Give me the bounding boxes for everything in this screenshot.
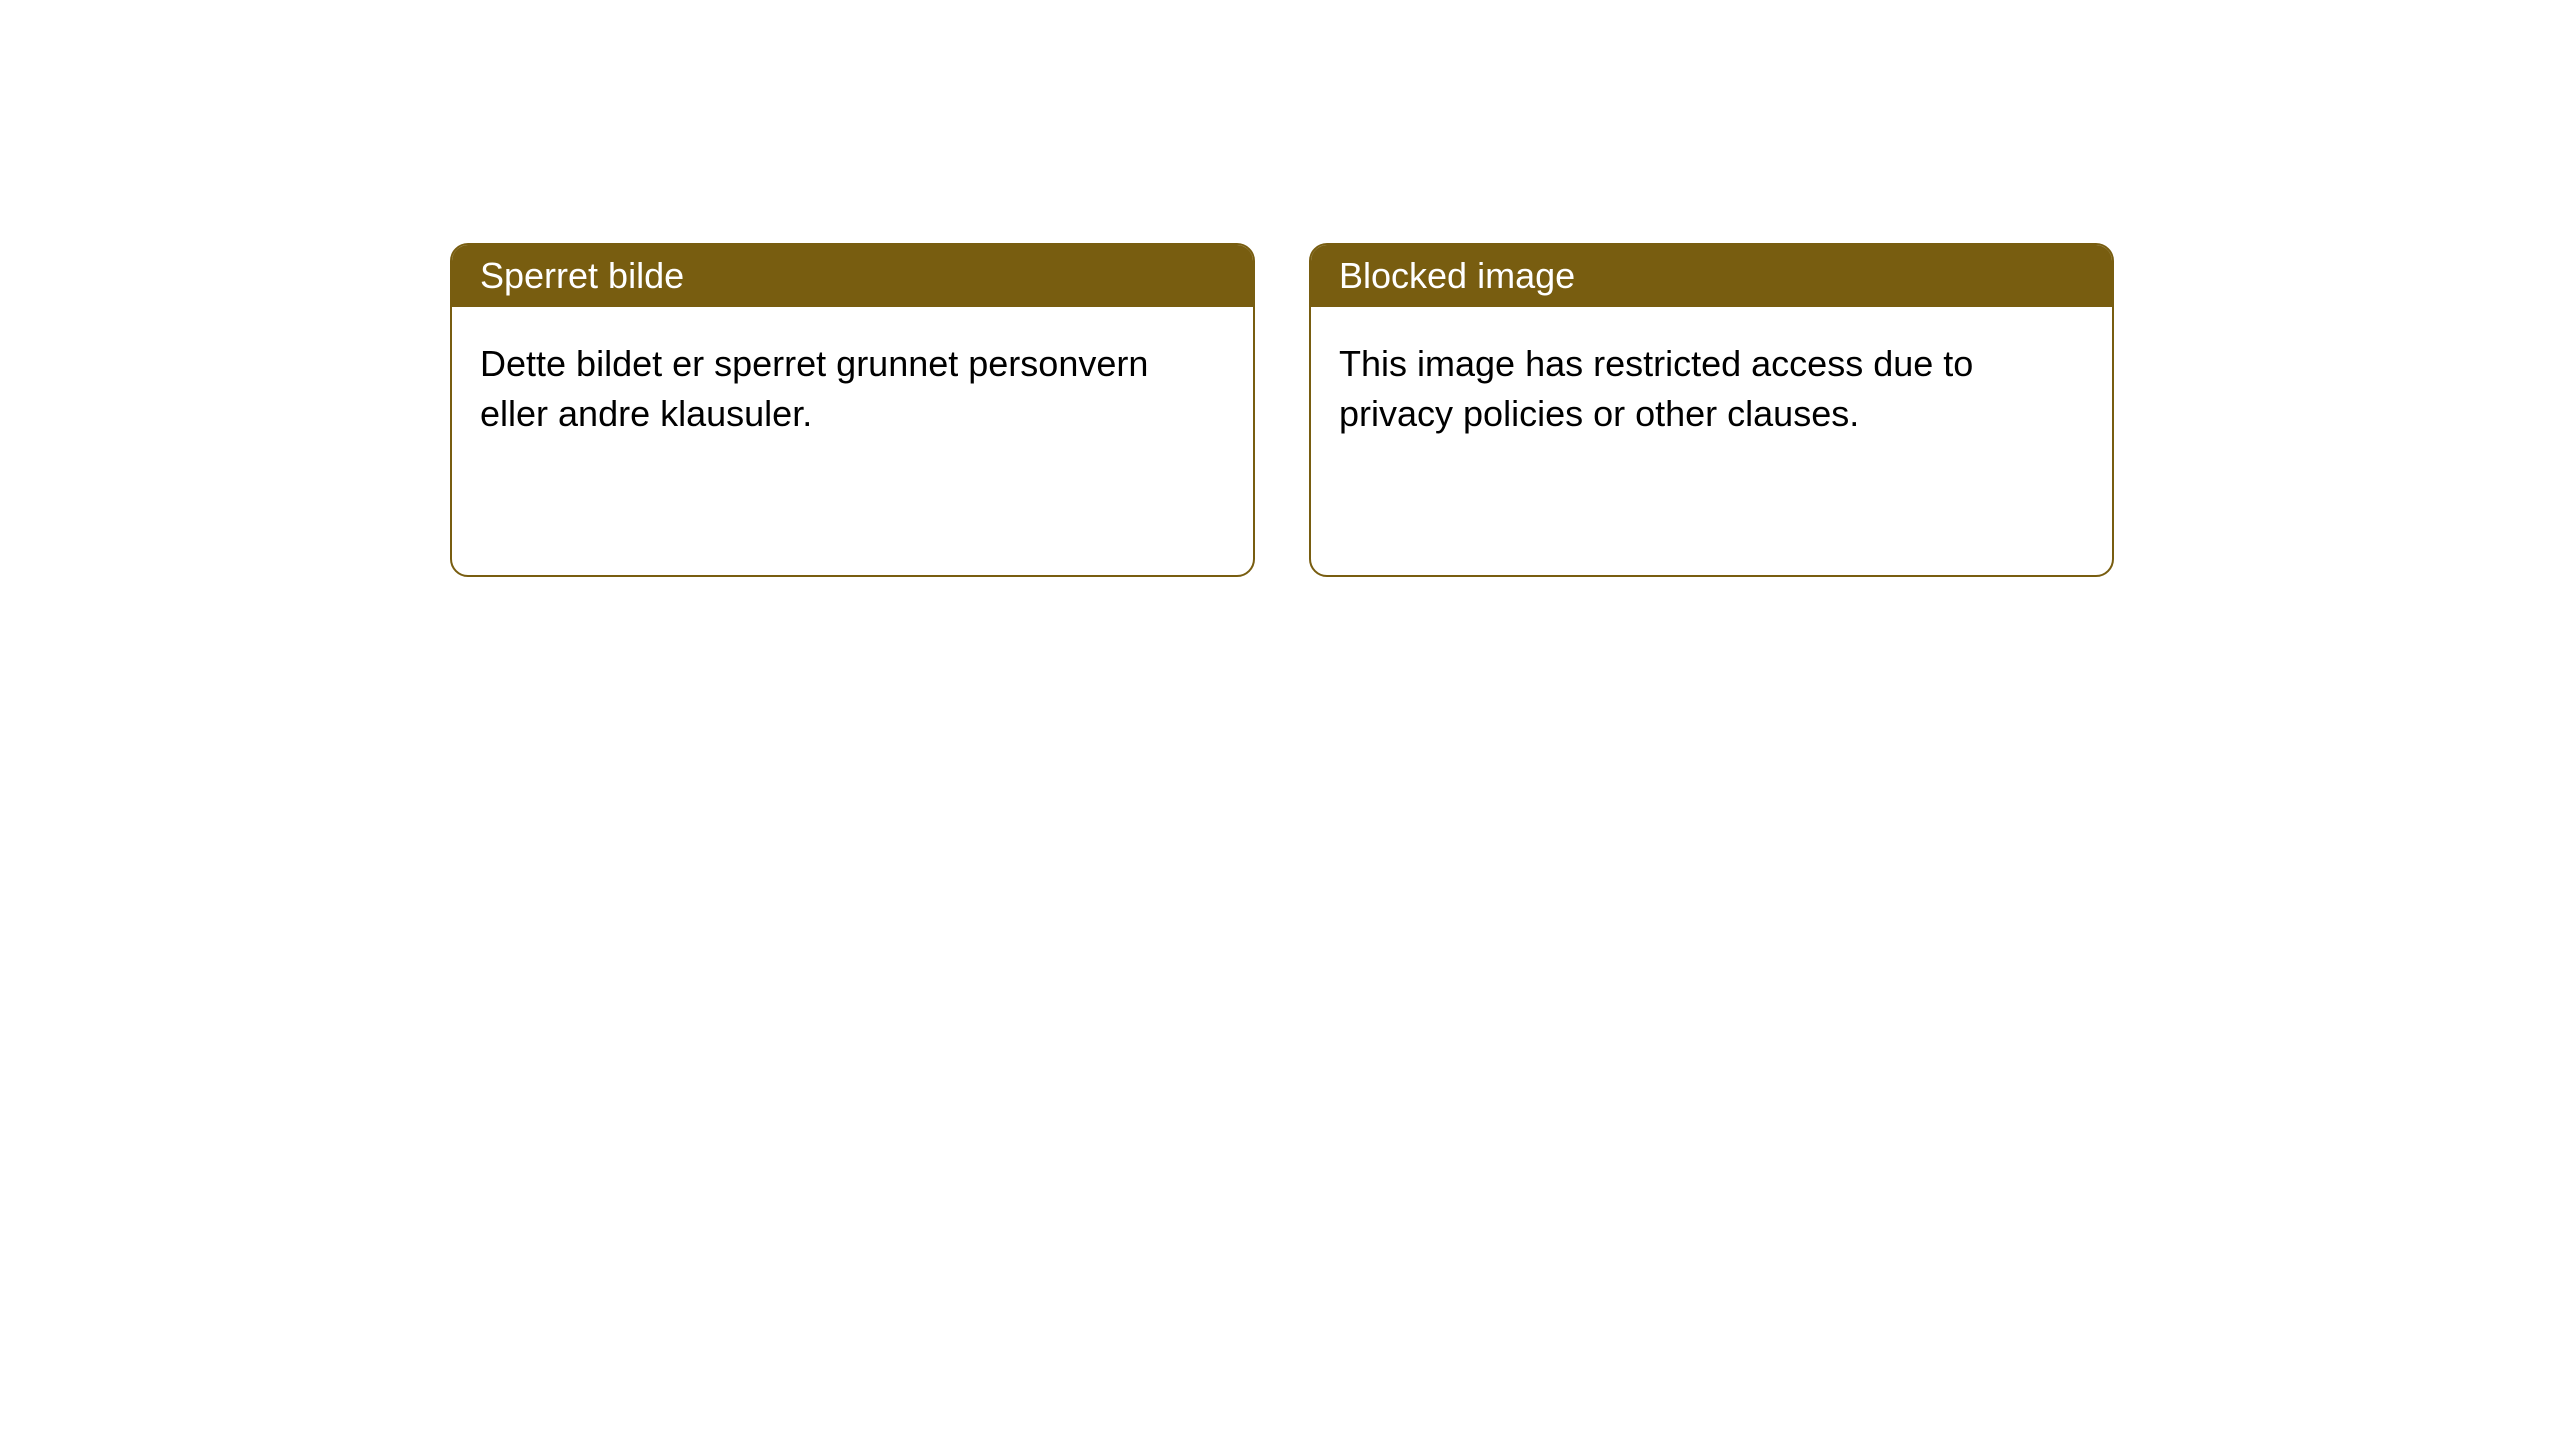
notice-header: Sperret bilde [452,245,1253,307]
notice-body: This image has restricted access due to … [1311,307,2112,472]
notice-body: Dette bildet er sperret grunnet personve… [452,307,1253,472]
notice-card-english: Blocked image This image has restricted … [1309,243,2114,577]
notice-container: Sperret bilde Dette bildet er sperret gr… [0,0,2560,577]
notice-header: Blocked image [1311,245,2112,307]
notice-card-norwegian: Sperret bilde Dette bildet er sperret gr… [450,243,1255,577]
